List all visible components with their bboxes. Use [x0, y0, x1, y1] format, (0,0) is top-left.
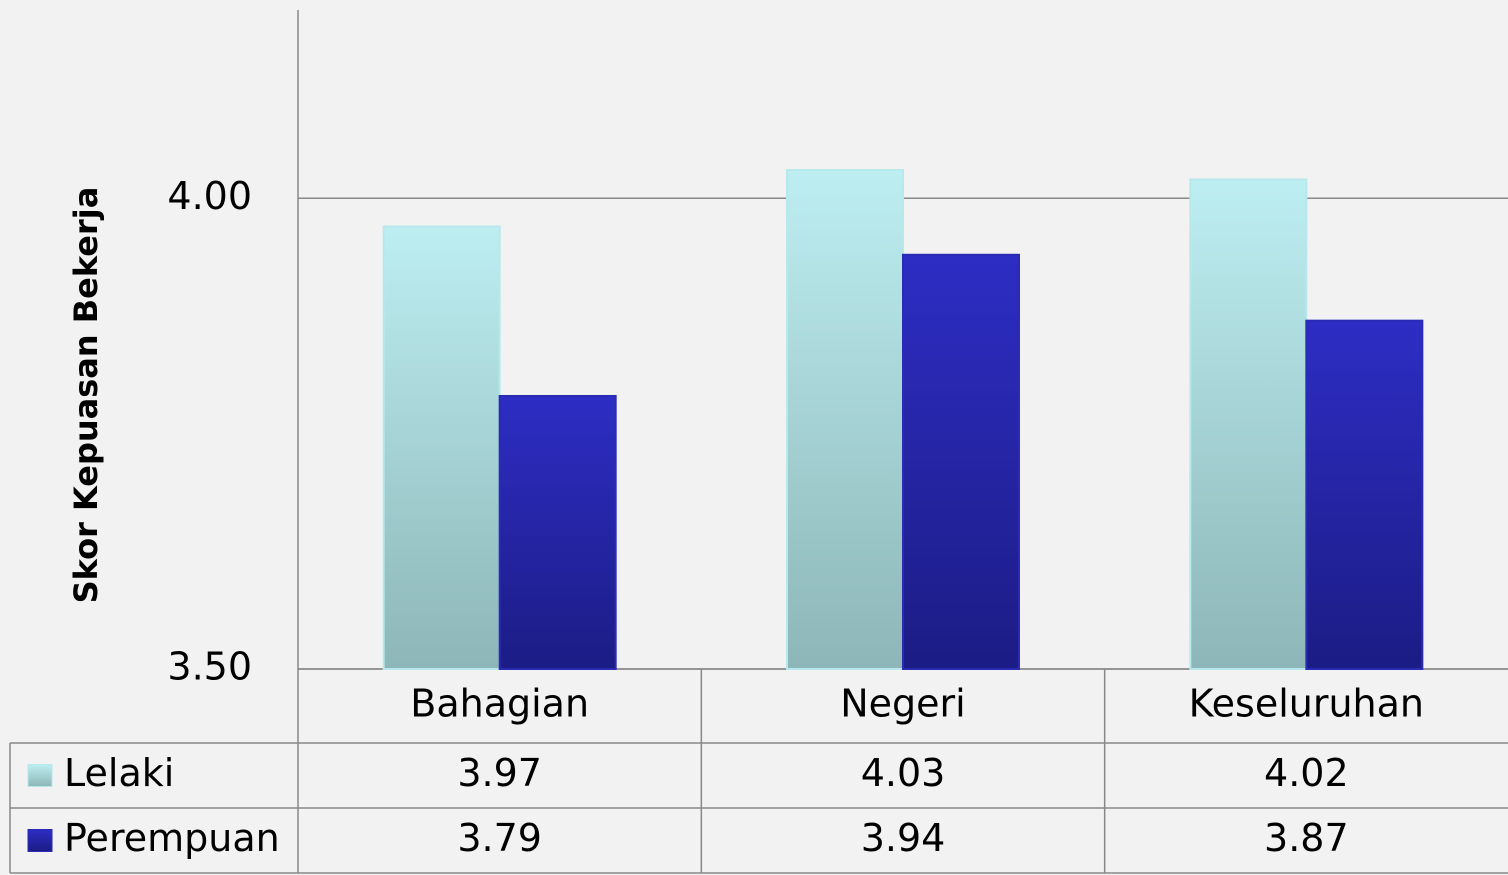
x-tick-label: Keseluruhan: [1189, 682, 1424, 726]
legend-swatch: [27, 829, 53, 852]
table-value: 4.03: [861, 751, 946, 795]
legend-label: Perempuan: [64, 816, 280, 860]
bar: [786, 169, 904, 671]
table-value: 3.79: [457, 816, 542, 860]
y-tick-label: 4.00: [167, 174, 252, 218]
bar: [1189, 178, 1308, 670]
table-value: 4.02: [1264, 751, 1349, 795]
bar: [382, 225, 501, 670]
x-tick-label: Bahagian: [410, 682, 589, 726]
bar: [902, 253, 1020, 670]
y-axis-label: Skor Kepuasan Bekerja: [67, 187, 105, 604]
table-value: 3.87: [1264, 816, 1349, 860]
bar: [1305, 319, 1424, 670]
bar: [498, 394, 617, 670]
y-tick-label: 3.50: [167, 645, 252, 689]
legend-label: Lelaki: [64, 751, 174, 795]
legend-swatch: [27, 764, 53, 787]
table-value: 3.97: [457, 751, 542, 795]
table-value: 3.94: [861, 816, 946, 860]
x-tick-label: Negeri: [840, 682, 966, 726]
